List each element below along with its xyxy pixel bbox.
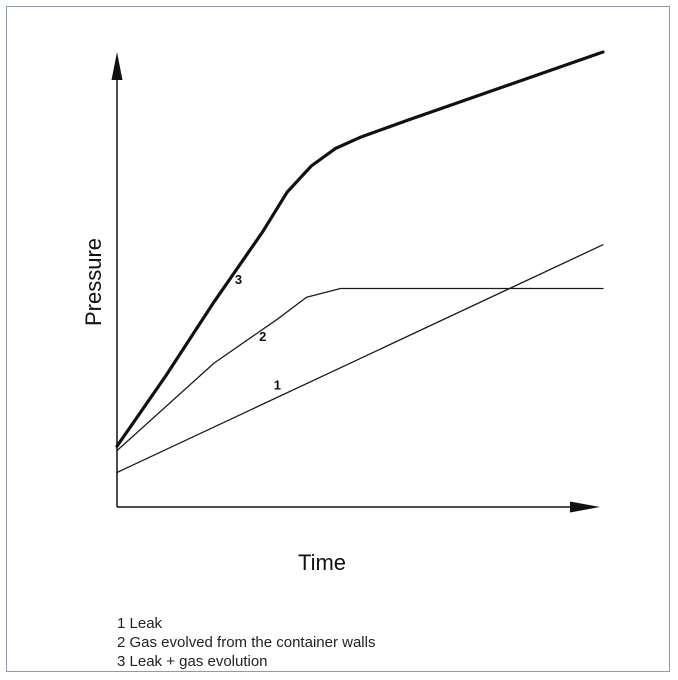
x-axis-arrowhead <box>570 501 600 513</box>
x-axis-title: Time <box>298 550 346 575</box>
series-2-label: 2 <box>259 329 266 344</box>
series-3-line <box>115 50 605 448</box>
curve-labels: 1 2 3 <box>235 272 281 392</box>
series-3-label: 3 <box>235 272 242 287</box>
y-axis-title: Pressure <box>81 238 106 326</box>
series-layer <box>115 50 605 474</box>
legend-entry: 2 Gas evolved from the container walls <box>117 634 376 651</box>
legend: 1 Leak 2 Gas evolved from the container w… <box>117 614 375 671</box>
axes <box>111 52 600 513</box>
legend-entry: 1 Leak <box>117 615 163 632</box>
y-axis-arrowhead <box>111 52 123 80</box>
series-2-line <box>116 287 604 452</box>
legend-entry: 3 Leak + gas evolution <box>117 653 268 670</box>
series-1-label: 1 <box>274 377 281 392</box>
series-1-line <box>116 244 604 474</box>
